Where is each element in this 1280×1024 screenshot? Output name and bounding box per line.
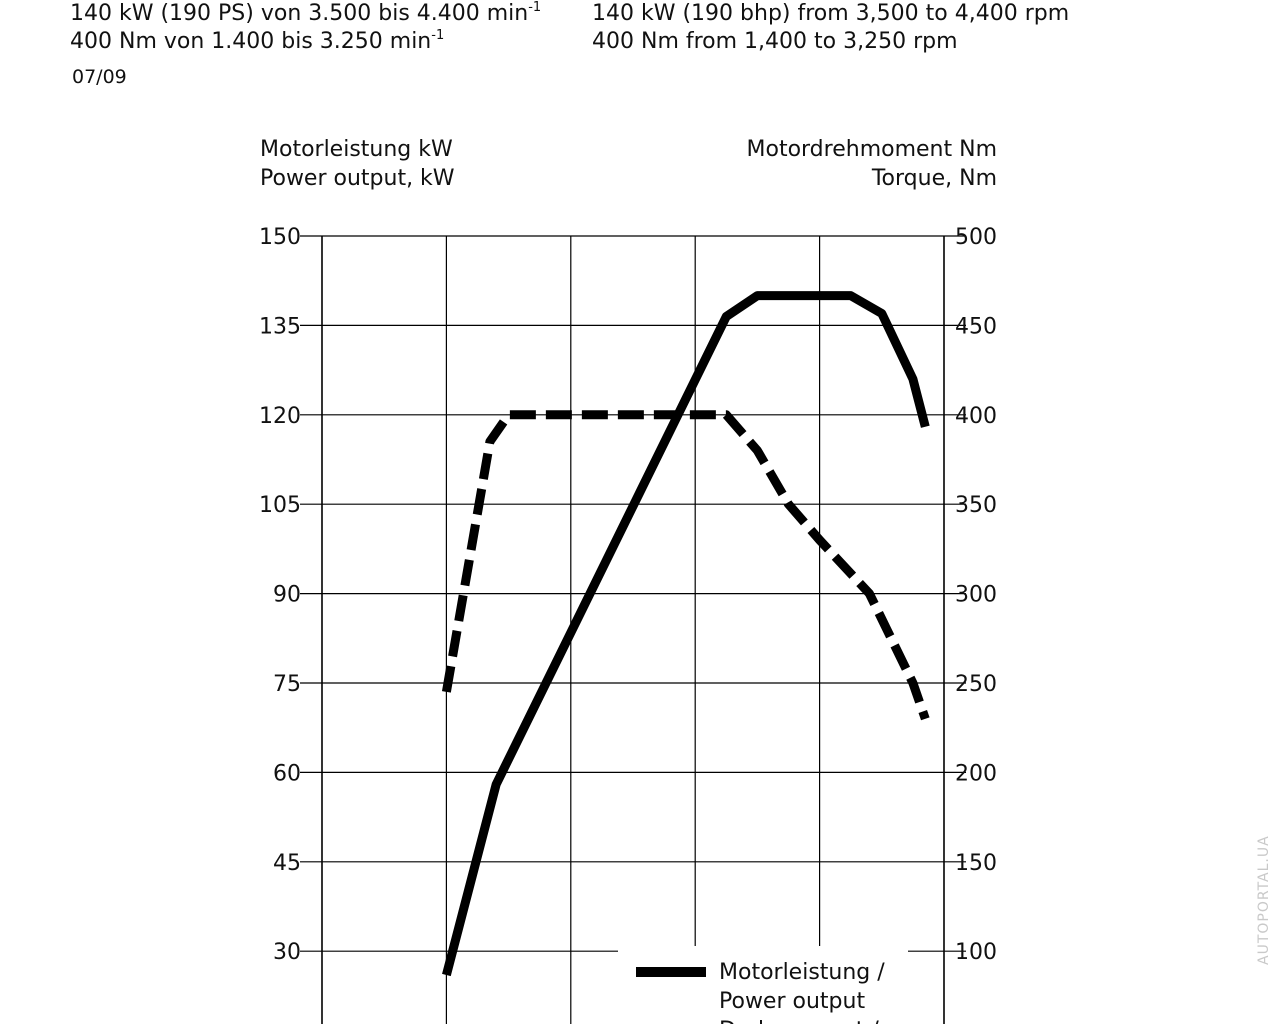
left-tick-label: 45 [273,851,301,876]
legend-label: Drehmoment / [719,1018,879,1024]
torque-curve [441,410,930,721]
left-tick-label: 135 [259,314,301,339]
right-tick-label: 500 [955,225,997,250]
legend-box [618,946,908,1024]
left-axis-title-line-1: Motorleistung kW [260,137,453,162]
left-tick-label: 75 [273,672,301,697]
left-tick-label: 90 [273,583,301,608]
right-tick-label: 200 [955,761,997,786]
right-tick-label: 300 [955,583,997,608]
watermark: AUTOPORTAL.UA [1256,835,1272,965]
right-tick-label: 400 [955,404,997,429]
legend-label: Motorleistung / [719,960,885,985]
right-axis-title-line-1: Motordrehmoment Nm [746,137,998,162]
left-axis-title: Motorleistung kW Power output, kW [260,135,455,193]
left-axis-title-line-2: Power output, kW [260,166,455,191]
left-tick-label: 150 [259,225,301,250]
left-tick-label: 105 [259,493,301,518]
legend-label: Power output [719,989,865,1014]
left-tick-label: 60 [273,761,301,786]
right-tick-label: 350 [955,493,997,518]
right-axis-title: Motordrehmoment Nm Torque, Nm [747,135,998,193]
right-tick-label: 450 [955,314,997,339]
spec-power-de: 140 kW (190 PS) von 3.500 bis 4.400 min-… [70,0,542,26]
spec-torque-de: 400 Nm von 1.400 bis 3.250 min-1 [70,28,445,54]
right-axis-title-line-2: Torque, Nm [871,166,997,191]
left-tick-label: 120 [259,404,301,429]
spec-power-en: 140 kW (190 bhp) from 3,500 to 4,400 rpm [592,1,1070,26]
right-tick-label: 250 [955,672,997,697]
right-tick-label: 150 [955,851,997,876]
date-stamp: 07/09 [72,66,127,88]
power-curve [442,291,930,977]
right-tick-label: 100 [955,940,997,965]
spec-torque-en: 400 Nm from 1,400 to 3,250 rpm [592,29,958,54]
left-tick-label: 30 [273,940,301,965]
